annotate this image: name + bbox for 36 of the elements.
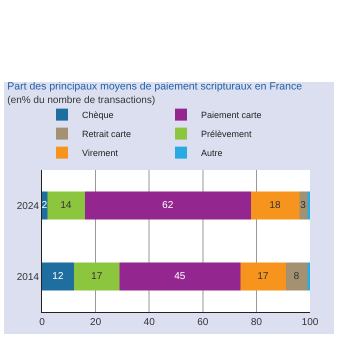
data-label: 14 [60,200,72,211]
bar [120,262,240,291]
data-label: 3 [300,200,306,211]
bar [307,262,310,291]
chart-title: Part des principaux moyens de paiement scripturaux en France [7,80,302,93]
bar [307,191,310,220]
bar [42,262,74,291]
x-tick-label: 100 [302,317,319,328]
data-label: 12 [52,271,64,282]
y-tick-label: 2024 [16,201,40,212]
legend-label: Autre [201,148,223,158]
bar [47,191,85,220]
y-tick-label: 2014 [16,272,40,283]
x-tick-label: 20 [90,317,102,328]
x-tick-label: 0 [39,317,46,328]
data-label: 17 [91,271,103,282]
bar [74,262,120,291]
data-label: 62 [162,200,174,211]
data-label: 2 [42,200,48,211]
legend-label: Chèque [82,110,114,120]
bar [286,262,308,291]
data-label: 17 [257,271,269,282]
bar [84,191,252,220]
bar [240,262,286,291]
data-label: 18 [269,200,281,211]
bar [251,191,300,220]
x-tick-label: 80 [250,317,262,328]
data-label: 45 [174,271,186,282]
legend-label: Paiement carte [201,110,262,120]
legend-label: Prélèvement [201,129,252,140]
chart-subtitle: (en% du nombre de transactions) [7,95,156,106]
x-tick-label: 40 [144,317,156,328]
x-tick-label: 60 [197,317,209,328]
legend-label: Virement [82,148,118,158]
data-label: 8 [294,271,300,282]
legend-label: Retrait carte [82,129,132,140]
